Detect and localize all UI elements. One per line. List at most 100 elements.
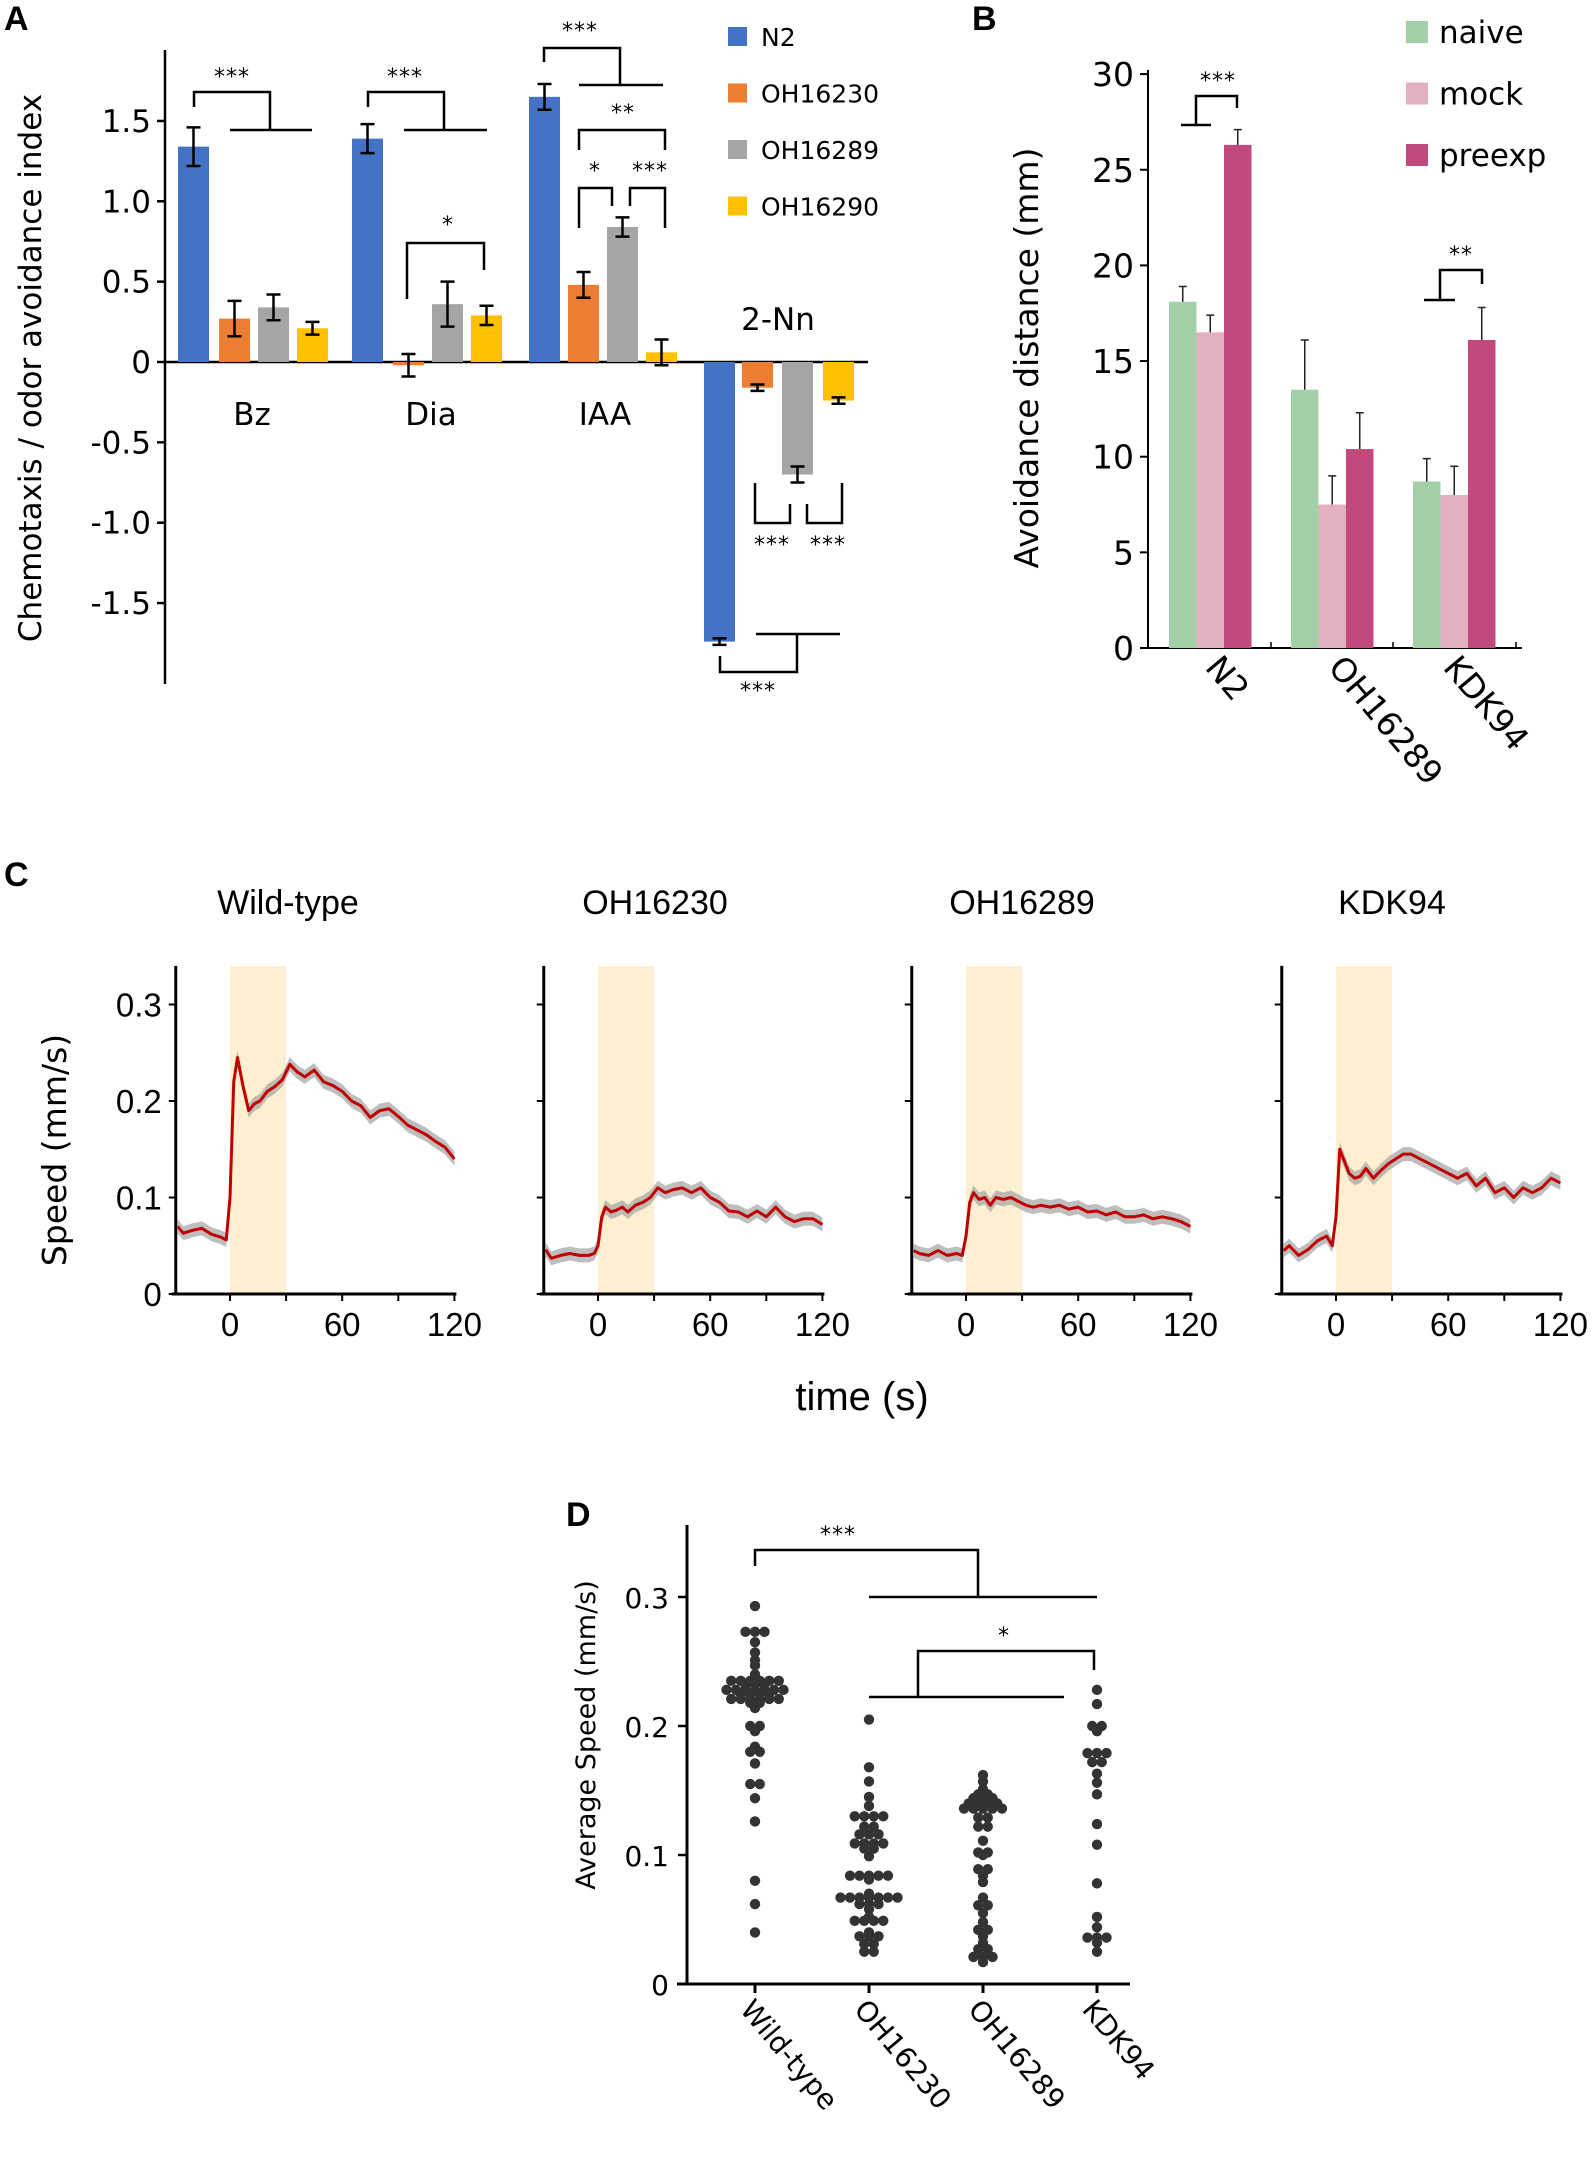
panel-b-bar-naive-oh16289 (1291, 389, 1319, 648)
panel-a-significance-bracket (405, 241, 486, 299)
panel-d-point-kdk94 (1091, 1946, 1103, 1957)
panel-d-category-label: Wild-type (734, 1993, 845, 2116)
panel-b-bar-preexp-oh16289 (1346, 449, 1374, 648)
panel-a-legend-label: OH16290 (761, 193, 879, 222)
panel-d-point-oh16230 (859, 1843, 870, 1854)
panel-d-point-oh16289 (977, 1803, 989, 1814)
panel-a-error-bar (576, 270, 591, 299)
panel-d-point-oh16289 (977, 1956, 989, 1968)
panel-b-y-axis-title: Avoidance distance (mm) (1007, 148, 1046, 569)
panel-d-point-oh16230 (844, 1892, 856, 1903)
panel-a-significance-label: * (442, 213, 454, 238)
panel-c-x-tick-label: 0 (1327, 1306, 1345, 1343)
panel-d-point-oh16289 (977, 1916, 989, 1928)
panel-d-point-kdk94 (1091, 1725, 1103, 1737)
panel-b-legend-swatch-preexp (1406, 144, 1428, 166)
panel-a-legend-swatch-oh16230 (728, 83, 747, 103)
panel-d-point-wild-type (726, 1675, 737, 1687)
panel-d-point-oh16230 (859, 1811, 870, 1822)
panel-d-point-kdk94 (1091, 1777, 1103, 1788)
panel-d-point-kdk94 (1091, 1878, 1103, 1889)
panel-b-bar-naive-kdk94 (1413, 481, 1441, 648)
panel-b-legend-label: naive (1439, 15, 1524, 51)
panel-a-significance-bracket (805, 483, 844, 525)
panel-c-subplot-kdk94: 0 60 120 (1274, 965, 1588, 1343)
panel-a-significance-bracket (577, 186, 614, 228)
panel-d-point-wild-type (749, 1927, 761, 1938)
panel-d-point-oh16230 (868, 1915, 879, 1926)
panel-a-significance-label: *** (810, 533, 846, 558)
panel-d-point-oh16230 (863, 1776, 875, 1787)
panel-b-error-bar (1450, 465, 1459, 495)
panel-c-subplot-title: KDK94 (1338, 884, 1446, 922)
panel-a-error-bar (750, 383, 765, 393)
panel-c-subplot-title: OH16289 (949, 884, 1095, 922)
panel-b-error-bar (1206, 314, 1215, 333)
panel-b-bar-mock-kdk94 (1440, 494, 1468, 648)
panel-d-point-kdk94 (1091, 1768, 1103, 1779)
panel-a-y-tick-label: -0.5 (91, 425, 152, 461)
panel-d-point-oh16230 (892, 1892, 903, 1903)
panel-a-significance-label: *** (632, 159, 668, 184)
panel-d-point-oh16230 (863, 1791, 875, 1803)
panel-d-point-oh16230 (859, 1946, 870, 1957)
panel-a-bar-oh16289-2-nn (782, 362, 813, 475)
panel-b-legend-label: preexp (1439, 138, 1546, 174)
panel-a-bar-oh16289-iaa (607, 227, 638, 362)
panel-a-y-tick-label: -1.0 (91, 506, 152, 542)
panel-c-line-charts: Speed (mm/s) time (s) 0 0.1 0.2 0.3 0 60 120 Wi… (35, 884, 1588, 1419)
panel-b-legend-swatch-naive (1406, 21, 1428, 43)
panel-a-legend-label: N2 (761, 23, 796, 52)
panel-a-legend-label: OH16230 (761, 80, 879, 109)
panel-a-legend-swatch-oh16290 (728, 196, 747, 216)
panel-d-point-oh16230 (878, 1811, 889, 1822)
panel-b-y-tick-label: 25 (1092, 151, 1134, 190)
panel-c-x-tick-label: 60 (692, 1306, 729, 1343)
panel-d-point-oh16230 (863, 1762, 875, 1773)
panel-c-x-tick-label: 60 (1060, 1306, 1097, 1343)
panel-d-point-oh16289 (982, 1821, 993, 1832)
panel-a-error-bar (440, 280, 455, 328)
panel-d-point-wild-type (749, 1600, 761, 1612)
panel-d-point-kdk94 (1096, 1756, 1107, 1768)
panel-d-point-oh16230 (863, 1874, 875, 1885)
panel-b-y-tick-label: 15 (1092, 342, 1134, 381)
panel-d-point-oh16289 (968, 1803, 979, 1814)
panel-b-y-tick-label: 30 (1092, 55, 1134, 94)
panel-d-point-kdk94 (1091, 1698, 1103, 1710)
panel-d-point-oh16289 (973, 1821, 984, 1832)
panel-d-point-kdk94 (1091, 1839, 1103, 1850)
panel-d-point-oh16230 (854, 1931, 865, 1942)
panel-d-point-wild-type (749, 1626, 761, 1638)
panel-a-bar-n2-iaa (529, 96, 560, 362)
panel-d-y-tick-label: 0.2 (624, 1711, 669, 1744)
panel-d-point-oh16289 (977, 1849, 989, 1861)
panel-c-x-tick-label: 120 (1163, 1306, 1218, 1343)
panel-d-point-wild-type (749, 1636, 761, 1648)
panel-d-point-oh16230 (859, 1915, 870, 1926)
panel-d-category-label: OH16230 (848, 1993, 958, 2115)
panel-a-significance-bracket (753, 483, 792, 525)
panel-d-y-tick-label: 0 (651, 1969, 669, 2002)
panel-a-error-bar (615, 216, 630, 238)
panel-a-error-bar (537, 82, 552, 111)
panel-d-point-oh16289 (973, 1900, 984, 1911)
panel-b-error-bar (1233, 128, 1242, 145)
panel-label-b: B (972, 0, 997, 38)
panel-c-mean-trace (1282, 1147, 1562, 1257)
panel-a-y-tick-label: -1.5 (91, 586, 152, 622)
panel-b-category-label: OH16289 (1321, 648, 1451, 792)
panel-c-subplot-title: Wild-type (217, 884, 359, 922)
panel-c-mean-trace (544, 1186, 824, 1260)
panel-b-significance-label: ** (1449, 243, 1473, 268)
panel-b-bar-preexp-n2 (1224, 144, 1252, 649)
panel-c-x-tick-label: 0 (589, 1306, 607, 1343)
panel-c-y-axis-title: Speed (mm/s) (35, 1034, 74, 1266)
panel-d-point-oh16289 (982, 1812, 993, 1823)
panel-d-point-kdk94 (1091, 1922, 1103, 1933)
panel-a-significance-label: *** (754, 533, 790, 558)
panel-d-point-oh16230 (854, 1898, 865, 1910)
panel-b-y-tick-label: 0 (1113, 629, 1134, 668)
panel-label-a: A (4, 0, 29, 38)
